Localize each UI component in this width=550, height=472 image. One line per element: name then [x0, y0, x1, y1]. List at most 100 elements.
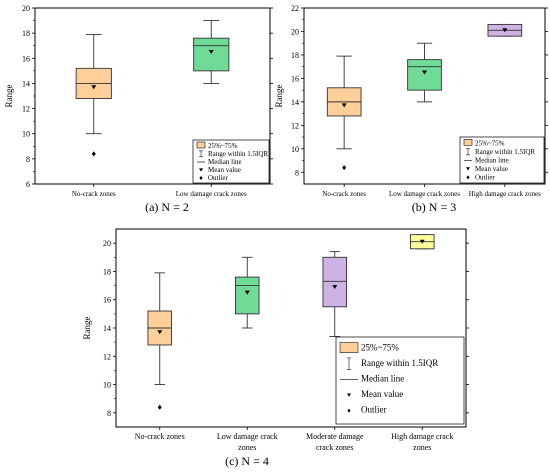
panel-caption: (a) N = 2 — [145, 200, 189, 214]
x-tick-label: Low damage crack zones — [217, 432, 278, 452]
x-tick-label: No-crack zones — [322, 190, 366, 198]
box-2 — [487, 23, 523, 37]
y-tick-label: 18 — [103, 267, 111, 276]
box-1 — [234, 256, 260, 329]
y-tick-label: 14 — [22, 79, 30, 88]
x-tick-label-line: Low damage crack zones — [389, 190, 460, 198]
y-axis-label: Range — [274, 85, 284, 108]
legend-label: Mean value — [208, 166, 241, 174]
y-tick-label: 16 — [291, 74, 299, 83]
x-tick-label-line: No-crack zones — [135, 432, 185, 441]
y-tick-label: 16 — [22, 54, 30, 63]
y-tick-label: 14 — [103, 324, 111, 333]
legend-mean-swatch — [199, 168, 203, 172]
legend-label: Outlier — [475, 173, 495, 181]
x-tick-label: Moderate damage crack zones — [306, 432, 364, 452]
iqr-box — [407, 59, 442, 91]
y-tick-label: 18 — [22, 29, 30, 38]
legend-label: 25%~75% — [361, 343, 399, 353]
y-tick-label: 18 — [291, 51, 299, 60]
x-tick-label-line: Low damage crack zones — [176, 190, 247, 198]
legend-box-swatch — [196, 141, 206, 149]
legend-label: Range within 1.5IQR — [208, 150, 268, 158]
box-0 — [75, 33, 112, 157]
box-2 — [322, 251, 348, 337]
mean-marker — [91, 85, 97, 90]
legend-label: Mean value — [475, 165, 508, 173]
y-tick-label: 8 — [295, 168, 299, 177]
y-tick-label: 6 — [26, 180, 30, 189]
x-tick-label-line: High damage crack zones — [469, 190, 541, 198]
y-tick-label: 10 — [22, 130, 30, 139]
legend-label: Range within 1.5IQR — [475, 148, 535, 156]
x-tick-label-line: zones — [413, 443, 431, 452]
legend-label: Outlier — [361, 405, 387, 415]
legend-label: 25%~75% — [208, 142, 238, 150]
chart-panel-1: 8 10 12 14 16 18 20 22 Range No-crack zones Low da… — [274, 4, 548, 214]
legend-mean-swatch — [466, 167, 470, 171]
legend-outlier-swatch — [347, 408, 351, 413]
mean-marker — [502, 28, 508, 33]
x-tick-label-line: Moderate damage — [306, 432, 364, 441]
x-tick-label-line: Low damage crack — [217, 432, 278, 441]
legend-label: Median line — [475, 156, 509, 164]
x-tick-label: High damage crack zones — [469, 190, 541, 198]
x-tick-label: No-crack zones — [135, 432, 185, 441]
legend-label: Median line — [361, 374, 404, 384]
legend-mean-swatch — [347, 393, 351, 397]
x-tick-label: No-crack zones — [72, 190, 116, 198]
x-tick-label-line: No-crack zones — [322, 190, 366, 198]
legend-label: Outlier — [208, 174, 228, 182]
legend-frame — [335, 336, 465, 425]
y-tick-label: 22 — [291, 4, 299, 13]
legend-box-swatch — [339, 342, 359, 353]
legend-outlier-swatch — [199, 176, 203, 180]
y-tick-label: 12 — [291, 121, 299, 130]
y-tick-label: 12 — [103, 352, 111, 361]
x-tick-label: Low damage crack zones — [389, 190, 460, 198]
legend-label: 25%~75% — [475, 139, 505, 147]
legend-label: Mean value — [361, 389, 403, 399]
legend-frame — [459, 136, 545, 184]
box-1 — [407, 42, 442, 103]
box-0 — [147, 272, 173, 410]
mean-marker — [332, 284, 338, 289]
y-tick-label: 20 — [291, 27, 299, 36]
x-tick-label-line: High damage crack — [391, 432, 453, 441]
y-tick-label: 10 — [103, 381, 111, 390]
y-tick-label: 8 — [107, 409, 111, 418]
mean-marker — [157, 330, 163, 335]
chart-panel-2: 8 10 12 14 16 18 20 Range No-crack zones Low dama… — [82, 228, 469, 468]
x-tick-label-line: zones — [238, 443, 256, 452]
box-0 — [326, 55, 362, 171]
panel-caption: (c) N = 4 — [225, 454, 269, 468]
legend-label: Range within 1.5IQR — [361, 358, 438, 368]
y-tick-label: 20 — [103, 239, 111, 248]
legend-frame — [192, 139, 270, 184]
y-tick-label: 14 — [291, 98, 299, 107]
box-1 — [193, 20, 230, 84]
legend: 25%~75% Range within 1.5IQR Median line Mea… — [335, 336, 465, 425]
outlier-marker — [91, 151, 96, 157]
panel-caption: (b) N = 3 — [412, 200, 456, 214]
iqr-box — [234, 276, 260, 315]
mean-marker — [422, 70, 427, 75]
y-tick-label: 20 — [22, 4, 30, 13]
x-tick-label-line: crack zones — [316, 443, 354, 452]
box-3 — [409, 234, 435, 250]
x-tick-label: Low damage crack zones — [176, 190, 247, 198]
y-tick-label: 8 — [26, 155, 30, 164]
x-tick-label-line: No-crack zones — [72, 190, 116, 198]
mean-marker — [341, 103, 347, 108]
mean-marker — [244, 290, 250, 295]
legend-box-swatch — [463, 139, 473, 146]
y-axis-label: Range — [4, 85, 14, 108]
y-tick-label: 12 — [22, 105, 30, 114]
outlier-marker — [157, 404, 162, 410]
outlier-marker — [342, 165, 347, 171]
mean-marker — [419, 239, 425, 244]
iqr-box — [193, 37, 230, 72]
